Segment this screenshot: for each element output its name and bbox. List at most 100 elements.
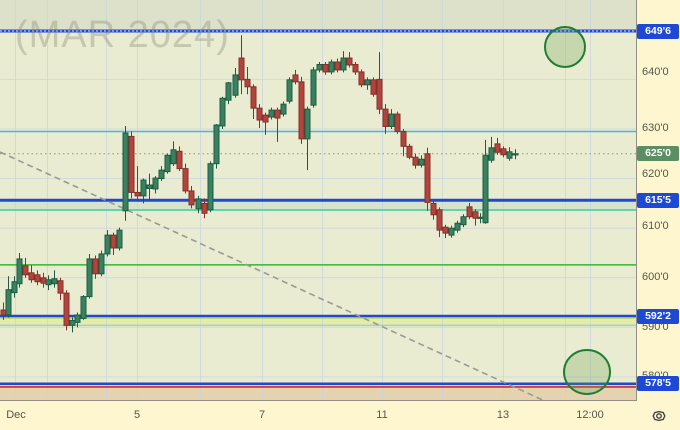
candle[interactable]: [382, 104, 389, 134]
candle[interactable]: [454, 220, 461, 233]
candle[interactable]: [152, 176, 159, 194]
candle[interactable]: [292, 69, 299, 85]
candle[interactable]: [298, 76, 305, 144]
candle[interactable]: [310, 66, 317, 108]
candle[interactable]: [334, 58, 341, 73]
candle[interactable]: [370, 77, 377, 97]
candle[interactable]: [170, 141, 177, 167]
candle[interactable]: [28, 265, 35, 283]
candle[interactable]: [244, 66, 251, 95]
candle[interactable]: [488, 136, 495, 163]
last-price-badge[interactable]: 625'0: [637, 146, 679, 162]
price-axis[interactable]: 640'0630'0620'0610'0600'0590'0580'0649'6…: [637, 0, 680, 401]
axis-settings-gear-icon[interactable]: [650, 407, 668, 425]
candle[interactable]: [98, 250, 105, 277]
price-level-badge[interactable]: 615'5: [637, 192, 679, 208]
candle[interactable]: [328, 59, 335, 75]
candle[interactable]: [286, 77, 293, 104]
candle[interactable]: [512, 149, 519, 160]
candle[interactable]: [213, 124, 220, 169]
candle[interactable]: [182, 163, 189, 194]
price-level-badge[interactable]: 578'5: [637, 376, 679, 392]
candle[interactable]: [128, 131, 135, 199]
candle[interactable]: [364, 77, 371, 90]
candle[interactable]: [304, 106, 311, 171]
candle[interactable]: [80, 295, 87, 320]
circle-annotation[interactable]: [544, 26, 586, 68]
candle[interactable]: [262, 112, 269, 135]
plot-canvas[interactable]: [0, 0, 637, 401]
candle[interactable]: [460, 214, 467, 228]
trendline-drawing[interactable]: [0, 151, 558, 401]
candle[interactable]: [188, 186, 195, 209]
candle[interactable]: [376, 52, 383, 115]
candle[interactable]: [418, 155, 425, 168]
candle[interactable]: [146, 173, 153, 201]
candle[interactable]: [92, 255, 99, 279]
candle[interactable]: [388, 109, 395, 129]
candle[interactable]: [34, 270, 41, 286]
candle[interactable]: [268, 107, 275, 120]
candle[interactable]: [86, 253, 93, 299]
candle[interactable]: [22, 257, 29, 278]
candle[interactable]: [5, 276, 12, 318]
time-axis[interactable]: Dec 5 7 11 13 12:00: [0, 402, 637, 430]
candle[interactable]: [340, 51, 347, 73]
candle[interactable]: [164, 153, 171, 174]
candle[interactable]: [225, 81, 232, 105]
candle[interactable]: [494, 137, 501, 155]
candle[interactable]: [400, 128, 407, 157]
price-level-badge[interactable]: 592'2: [637, 308, 679, 324]
candle[interactable]: [176, 146, 183, 172]
candle[interactable]: [424, 147, 431, 211]
candle[interactable]: [11, 276, 18, 298]
candle[interactable]: [219, 96, 226, 129]
candle[interactable]: [232, 67, 239, 98]
candle[interactable]: [448, 225, 455, 238]
candle[interactable]: [274, 107, 281, 142]
candle[interactable]: [201, 198, 208, 219]
candle[interactable]: [134, 166, 141, 201]
candle[interactable]: [63, 290, 70, 331]
candle[interactable]: [110, 232, 117, 255]
candle[interactable]: [352, 62, 359, 75]
candle[interactable]: [140, 178, 147, 204]
price-level-badge[interactable]: 649'6: [637, 23, 679, 39]
candle[interactable]: [442, 224, 449, 239]
candle[interactable]: [238, 35, 245, 95]
circle-annotation[interactable]: [563, 349, 611, 395]
candle[interactable]: [322, 62, 329, 75]
candlestick-plot[interactable]: (MAR 2024): [0, 0, 637, 401]
candle[interactable]: [472, 209, 479, 226]
candle[interactable]: [122, 125, 129, 221]
candle[interactable]: [74, 312, 81, 328]
candle[interactable]: [466, 202, 473, 220]
candle[interactable]: [346, 52, 353, 68]
candle[interactable]: [116, 227, 123, 251]
candle[interactable]: [500, 146, 507, 158]
candle[interactable]: [506, 147, 513, 161]
candle[interactable]: [394, 111, 401, 134]
candle[interactable]: [412, 153, 419, 169]
candle[interactable]: [195, 195, 202, 214]
candle[interactable]: [51, 270, 58, 288]
candle[interactable]: [436, 207, 443, 238]
candle[interactable]: [430, 200, 437, 220]
candle[interactable]: [207, 161, 214, 213]
candle[interactable]: [158, 166, 165, 182]
candle[interactable]: [40, 272, 47, 288]
candle[interactable]: [57, 277, 64, 301]
candle[interactable]: [358, 69, 365, 88]
candle[interactable]: [477, 213, 484, 224]
candle[interactable]: [256, 104, 263, 128]
price-level-lines[interactable]: [0, 29, 637, 388]
candle[interactable]: [280, 101, 287, 117]
circle-drawings[interactable]: [544, 26, 611, 395]
candle[interactable]: [406, 143, 413, 160]
candle[interactable]: [104, 230, 111, 257]
candle[interactable]: [45, 275, 52, 291]
candle[interactable]: [16, 252, 23, 288]
candle[interactable]: [482, 139, 489, 224]
candle[interactable]: [316, 62, 323, 73]
candle[interactable]: [250, 84, 257, 120]
